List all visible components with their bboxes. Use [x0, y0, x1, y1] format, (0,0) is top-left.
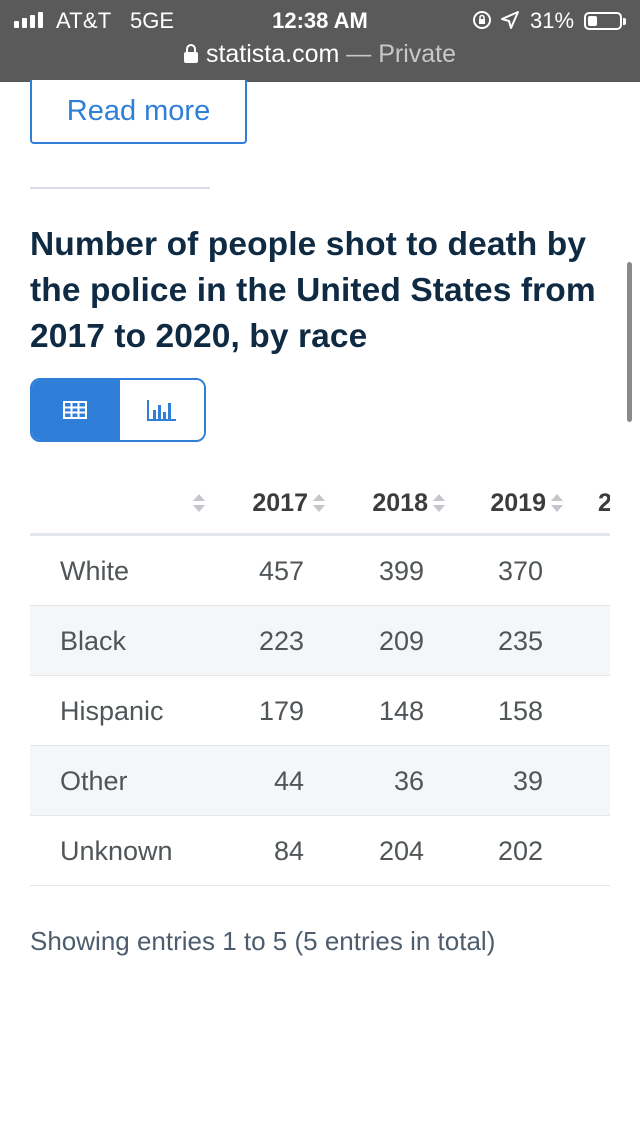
table-row: Hispanic 179 148 158 — [30, 676, 610, 746]
table-cell: 148 — [378, 695, 424, 726]
page-title: Number of people shot to death by the po… — [30, 226, 596, 355]
row-label: Black — [60, 625, 127, 656]
table-cell: 204 — [378, 835, 424, 866]
row-label: Other — [60, 765, 128, 796]
read-more-button[interactable]: Read more — [30, 80, 247, 144]
table-cell: 209 — [378, 625, 424, 656]
address-bar[interactable]: statista.com — Private — [0, 40, 640, 70]
table-cell: 235 — [497, 625, 543, 656]
row-label: Unknown — [60, 835, 173, 866]
table-icon — [63, 401, 87, 419]
sort-icon — [432, 492, 446, 514]
table-cell: 179 — [258, 695, 304, 726]
battery-fill — [588, 16, 597, 26]
table-row: White 457 399 370 — [30, 536, 610, 606]
column-header-2017[interactable]: 2017 — [230, 470, 326, 536]
address-private-label: — Private — [339, 40, 457, 68]
battery-percent: 31% — [530, 8, 575, 33]
data-table: 2017 2018 2019 2 White 457 399 370 Black… — [30, 470, 610, 886]
column-header-2020-partial[interactable]: 2 — [598, 488, 610, 517]
sort-icon — [550, 492, 564, 514]
chart-view-button[interactable] — [118, 380, 204, 440]
table-header: 2017 2018 2019 2 — [30, 470, 610, 536]
sort-icon — [192, 492, 206, 514]
address-domain: statista.com — [205, 40, 340, 68]
table-entries-info: Showing entries 1 to 5 (5 entries in tot… — [30, 926, 496, 956]
table-cell: 370 — [497, 555, 543, 586]
table-cell: 223 — [258, 625, 304, 656]
location-icon — [501, 11, 519, 29]
rotation-lock-icon — [473, 11, 491, 29]
lock-icon — [183, 44, 198, 64]
scrollbar[interactable] — [627, 262, 632, 422]
table-cell: 44 — [273, 765, 304, 796]
table-cell: 457 — [258, 555, 304, 586]
table-cell: 39 — [512, 765, 543, 796]
column-header-2018[interactable]: 2018 — [350, 470, 446, 536]
table-cell: 84 — [273, 835, 304, 866]
sort-category-button[interactable] — [186, 470, 206, 536]
bar-chart-icon — [147, 400, 176, 421]
table-row: Unknown 84 204 202 — [30, 816, 610, 886]
table-row: Other 44 36 39 — [30, 746, 610, 816]
table-cell: 399 — [378, 555, 424, 586]
view-toggle — [30, 378, 206, 442]
table-cell: 36 — [393, 765, 424, 796]
status-bar: AT&T 5GE 12:38 AM 31% statista.com — Pri… — [0, 0, 640, 82]
table-row: Black 223 209 235 — [30, 606, 610, 676]
network-label: 5GE — [130, 8, 175, 33]
divider — [30, 187, 210, 189]
clock: 12:38 AM — [272, 8, 368, 33]
column-header-2019[interactable]: 2019 — [468, 470, 564, 536]
carrier-label: AT&T — [56, 8, 112, 33]
row-label: White — [60, 555, 130, 586]
table-cell: 158 — [497, 695, 543, 726]
row-label: Hispanic — [60, 695, 164, 726]
sort-icon — [312, 492, 326, 514]
battery-icon — [584, 12, 626, 30]
table-view-button[interactable] — [32, 380, 118, 440]
signal-icon — [14, 12, 43, 28]
table-cell: 202 — [497, 835, 543, 866]
